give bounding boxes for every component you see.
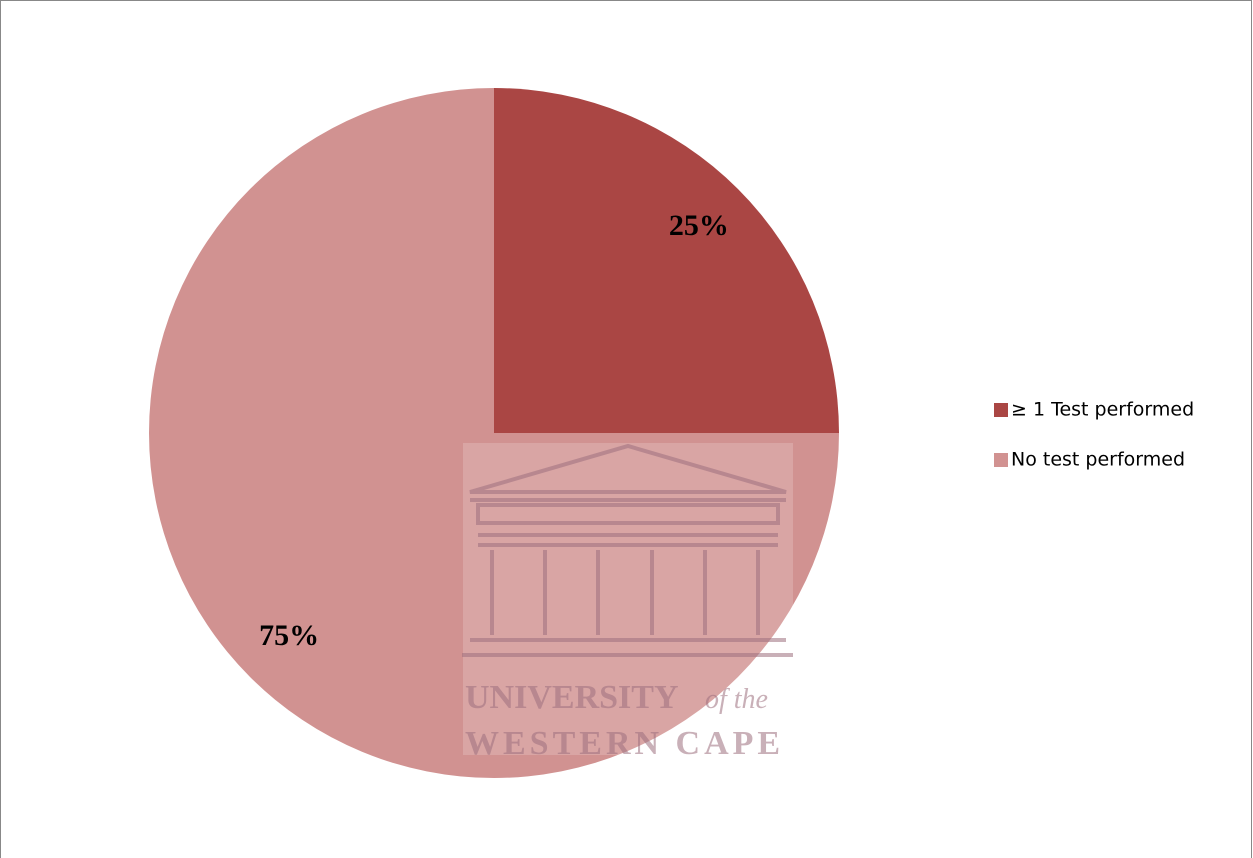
watermark-building [462,443,793,657]
watermark-panel [463,443,793,755]
watermark-text: UNIVERSITY [465,679,679,716]
pie-slice [494,88,839,433]
pie: 25% 75% [149,88,839,778]
watermark-text: WESTERN CAPE [465,725,784,762]
legend-label: ≥ 1 Test performed [1011,399,1194,421]
watermark: UNIVERSITY of the WESTERN CAPE [462,443,793,762]
data-label: 75% [259,619,319,652]
legend-swatch [994,453,1008,467]
legend-label: No test performed [1011,449,1185,471]
watermark-text: of the [705,684,768,715]
pie-slice [149,88,839,778]
data-label: 25% [669,209,729,242]
legend-swatch [994,403,1008,417]
